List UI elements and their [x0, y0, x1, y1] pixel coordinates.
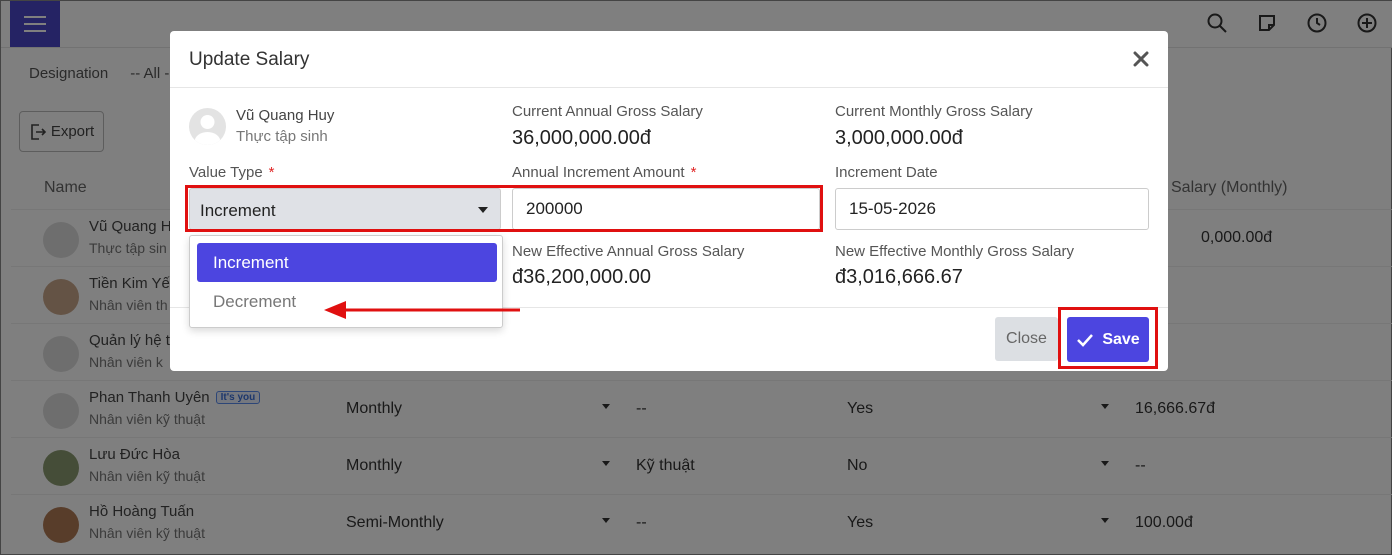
current-monthly-value: 3,000,000.00đ: [835, 127, 963, 149]
new-monthly-value: đ3,016,666.67: [835, 266, 963, 288]
value-type-label: Value Type *: [189, 164, 275, 181]
increment-amount-input[interactable]: [512, 188, 820, 230]
option-decrement[interactable]: Decrement: [213, 292, 297, 311]
annotation-highlight-save: [1058, 307, 1158, 369]
save-label: Save: [1102, 330, 1140, 348]
increment-amount-label: Annual Increment Amount *: [512, 164, 697, 181]
new-annual-label: New Effective Annual Gross Salary: [512, 243, 745, 260]
increment-date-input[interactable]: [835, 188, 1149, 230]
chevron-down-icon: [478, 207, 488, 213]
close-icon[interactable]: [1132, 50, 1150, 68]
option-increment[interactable]: Increment: [197, 243, 497, 282]
annotation-arrow-icon: [324, 301, 520, 319]
modal-title: Update Salary: [189, 49, 310, 70]
employee-name: Vũ Quang Huy: [236, 107, 335, 124]
current-monthly-label: Current Monthly Gross Salary: [835, 103, 1033, 120]
employee-role: Thực tập sinh: [236, 128, 328, 145]
annotation-highlight-fields: [185, 185, 823, 232]
modal-header: Update Salary: [170, 31, 1168, 88]
new-monthly-label: New Effective Monthly Gross Salary: [835, 243, 1074, 260]
save-button[interactable]: Save: [1067, 317, 1149, 362]
check-icon: [1077, 333, 1094, 347]
current-annual-value: 36,000,000.00đ: [512, 127, 652, 149]
value-type-selected: Increment: [200, 201, 276, 220]
avatar: [189, 108, 226, 145]
current-annual-label: Current Annual Gross Salary: [512, 103, 703, 120]
modal-footer: [170, 307, 1168, 371]
increment-date-label: Increment Date: [835, 164, 938, 181]
close-button[interactable]: Close: [995, 317, 1058, 361]
value-type-dropdown: Increment Decrement: [189, 235, 503, 328]
value-type-select[interactable]: Increment: [189, 188, 501, 230]
new-annual-value: đ36,200,000.00: [512, 266, 652, 288]
